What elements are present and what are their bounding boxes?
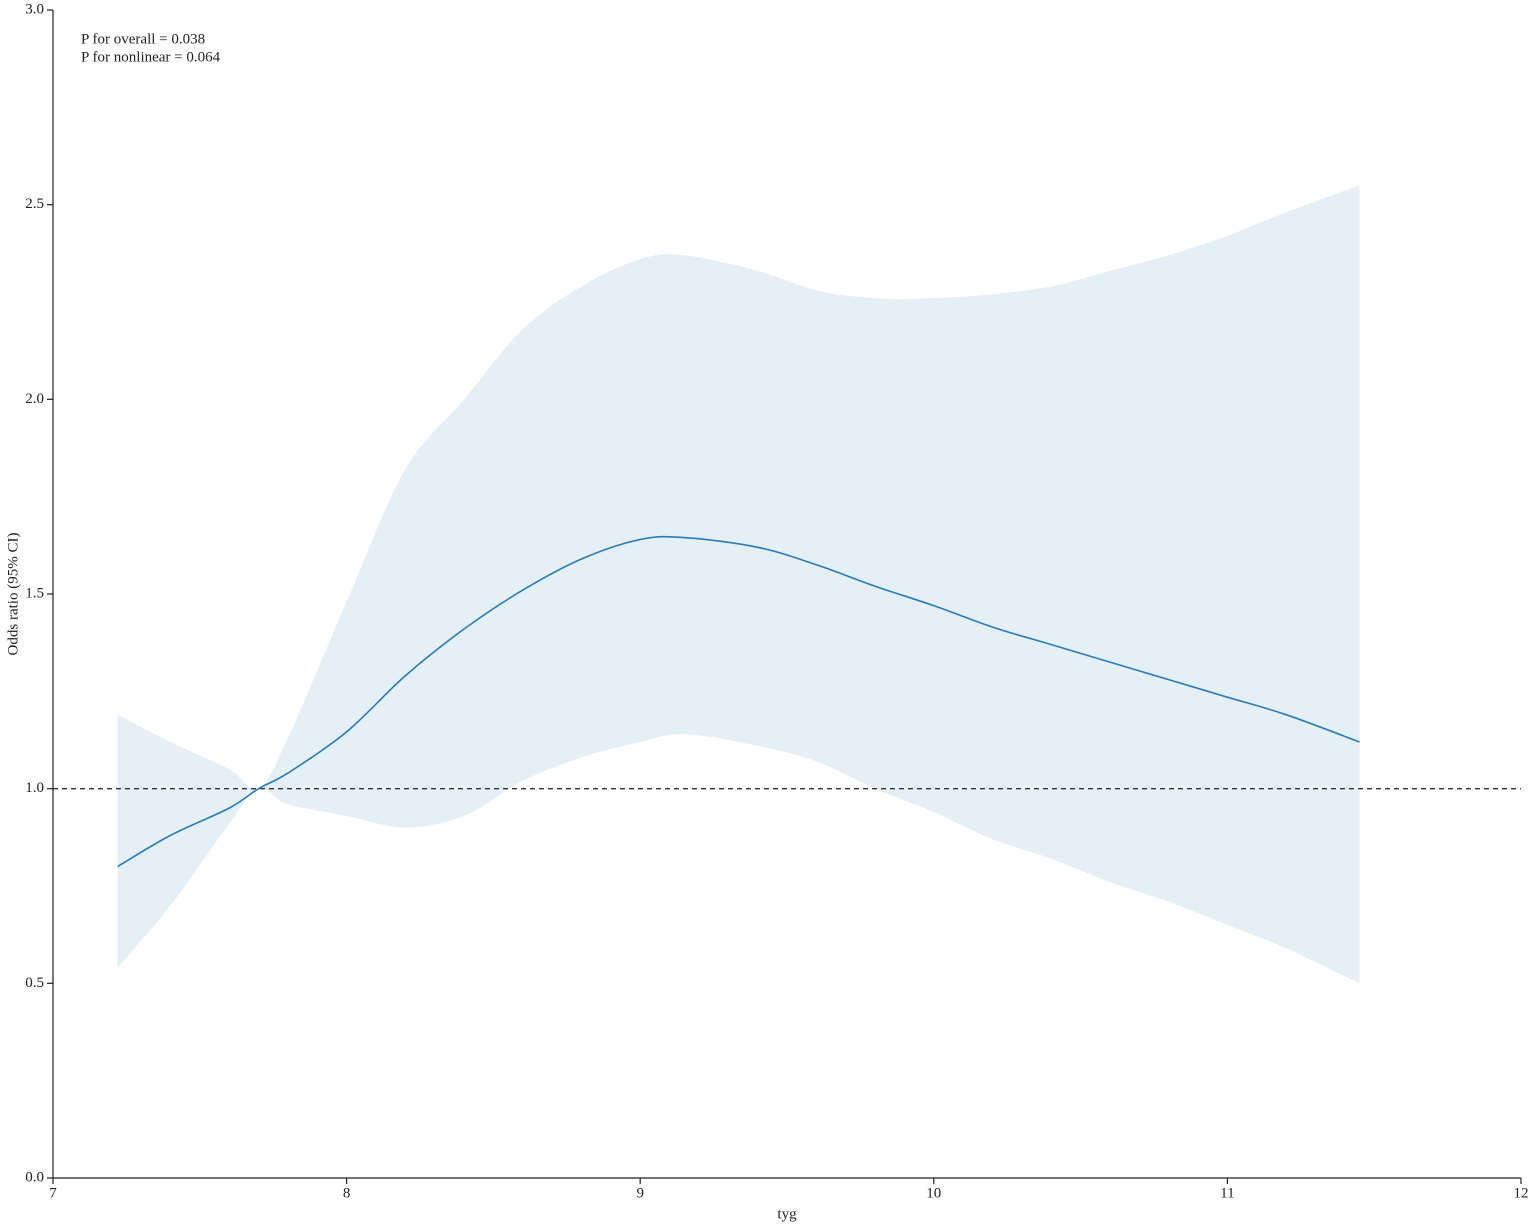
or-line: [117, 535, 1360, 868]
y-axis-label: Odds ratio (95% CI): [5, 533, 21, 656]
confidence-band: [117, 185, 1360, 984]
y-tick-label: 1.5: [25, 585, 44, 601]
x-axis-label: tyg: [777, 1206, 797, 1222]
x-tick-label: 7: [49, 1185, 57, 1201]
annotation: P for overall = 0.038: [81, 31, 205, 47]
y-tick-label: 2.5: [25, 196, 44, 212]
y-tick-label: 1.0: [25, 780, 44, 796]
x-tick-label: 12: [1514, 1185, 1529, 1201]
y-tick-label: 3.0: [25, 1, 44, 17]
y-tick-label: 0.0: [25, 1169, 44, 1185]
x-tick-label: 9: [636, 1185, 644, 1201]
x-tick-label: 8: [343, 1185, 351, 1201]
x-tick-label: 10: [926, 1185, 941, 1201]
x-tick-label: 11: [1220, 1185, 1234, 1201]
y-tick-label: 2.0: [25, 391, 44, 407]
y-tick-label: 0.5: [25, 975, 44, 991]
annotation: P for nonlinear = 0.064: [81, 49, 221, 65]
